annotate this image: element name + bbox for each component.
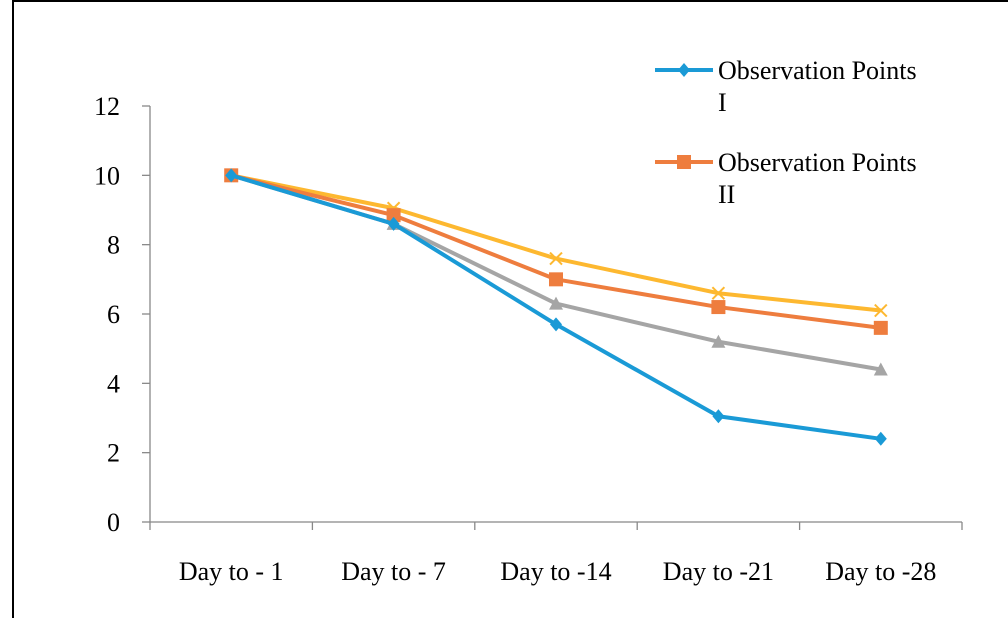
data-point [874,431,887,446]
legend-label: Observation Points [718,148,917,177]
legend-item-1: Observation Points I [655,56,917,117]
data-point [873,362,888,376]
y-tick-label: 6 [107,300,120,329]
data-point [712,409,725,424]
legend-label: I [718,88,727,117]
data-point [386,208,401,223]
y-tick-label: 12 [94,92,120,121]
legend-label: Observation Points [718,56,917,85]
legend-marker [677,155,691,169]
series-line [230,173,882,313]
series-4 [224,168,888,318]
x-tick-label: Day to -21 [663,557,774,586]
data-point [549,251,563,266]
chart-axes: 0 2 4 6 8 10 12 Day to - 1 Day to - 7 Day to -14 D… [94,92,963,586]
data-point [711,300,726,315]
x-tick-label: Day to -28 [825,557,936,586]
data-point [225,168,238,183]
data-point [387,216,400,231]
data-point [874,303,888,318]
data-point [711,286,726,300]
chart-legend: Observation Points I Observation Points II [655,56,917,209]
legend-item-2: Observation Points II [655,148,917,209]
x-tick-label: Day to - 1 [179,557,284,586]
data-point [549,272,563,287]
data-point [549,296,563,310]
data-point [550,317,562,332]
data-point [711,334,726,348]
series-1 [225,168,887,446]
y-tick-label: 8 [107,231,120,260]
y-tick-label: 4 [107,369,120,398]
y-tick-label: 0 [107,508,120,537]
series-layer [224,168,888,446]
y-tick-label: 10 [94,161,120,190]
legend-marker [678,63,690,77]
y-tick-label: 2 [107,439,120,468]
x-tick-label: Day to -14 [500,557,611,586]
legend-label: II [718,180,735,209]
series-2 [224,168,888,335]
chart-frame [12,0,1008,618]
data-point [873,320,888,335]
x-tick-label: Day to - 7 [341,557,446,586]
